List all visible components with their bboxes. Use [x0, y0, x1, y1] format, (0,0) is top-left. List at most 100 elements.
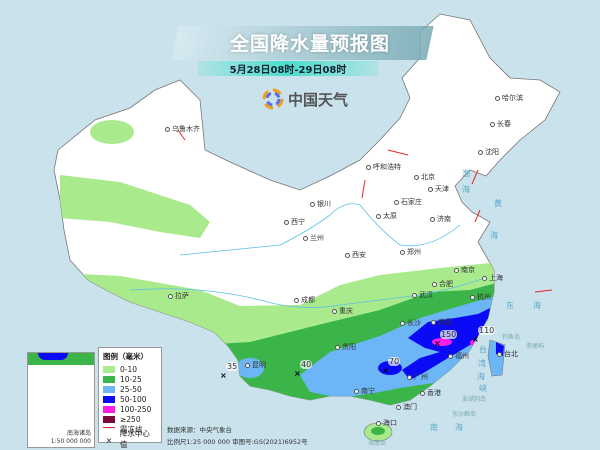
city-label: 哈尔滨 — [495, 93, 523, 103]
island-label: 澎湖列岛 — [462, 396, 487, 403]
rain-zone-0-10 — [60, 175, 210, 238]
logo-text: 中国天气 — [288, 90, 349, 109]
precip-center-marker-icon: × — [294, 369, 301, 378]
legend-label: 降水中心值 — [119, 429, 150, 449]
city-label: 西安 — [345, 250, 366, 260]
city-label: 天津 — [428, 184, 449, 194]
island-label: 钓鱼岛 — [502, 334, 521, 341]
city-label: 福州 — [448, 351, 469, 361]
rain-zone-100-250 — [432, 338, 452, 346]
sea-label: 海 — [533, 301, 541, 310]
south-china-sea-inset: 南海诸岛 1:50 000 000 — [27, 352, 95, 448]
city-label: 重庆 — [332, 306, 353, 316]
sea-label: 海 — [490, 231, 498, 240]
island-label: 海南岛 — [368, 440, 387, 447]
legend-label: 100-250 — [120, 404, 152, 414]
legend-label: 50-100 — [120, 394, 147, 404]
sea-label: 东 — [506, 301, 514, 310]
city-label: 银川 — [310, 199, 331, 209]
city-label: 拉萨 — [168, 291, 189, 301]
legend-label: 25-50 — [120, 384, 142, 394]
sea-label: 台 — [479, 345, 487, 354]
precip-center-marker-icon: × — [434, 339, 441, 348]
city-label: 贵阳 — [335, 342, 356, 352]
city-label: 香港 — [420, 388, 441, 398]
precip-center-value: 70 — [388, 357, 401, 366]
precip-center-value: 40 — [300, 360, 313, 369]
city-label: 台北 — [497, 349, 518, 359]
legend-item: 0-10 — [103, 364, 157, 374]
city-label: 南京 — [454, 265, 475, 275]
legend-item: 10-25 — [103, 374, 157, 384]
precip-center-value: 35 — [226, 362, 239, 371]
city-label: 兰州 — [303, 233, 324, 243]
logo-icon — [262, 88, 284, 110]
city-label: 北京 — [414, 172, 435, 182]
city-label: 太原 — [376, 211, 397, 221]
legend-swatch — [103, 385, 115, 393]
logo: 中国天气 — [262, 88, 348, 110]
island-label: 赤尾屿 — [526, 343, 545, 350]
inset-scale: 1:50 000 000 — [50, 438, 91, 445]
legend-label: 10-25 — [120, 374, 142, 384]
scale-review-number: 比例尺1:25 000 000 审图号:GS(2021)6952号 — [167, 438, 308, 446]
legend-swatch — [103, 405, 115, 413]
legend: 图例（毫米） 0-10 10-25 25-50 50-100 100-250 ≥250 霜… — [98, 347, 162, 449]
city-label: 呼和浩特 — [366, 162, 401, 172]
sea-label: 渤 — [462, 169, 470, 178]
island-label: 东沙群岛 — [452, 411, 477, 418]
city-label: 武汉 — [412, 290, 433, 300]
legend-swatch — [103, 415, 115, 423]
sea-label: 南 — [430, 423, 438, 432]
precip-center-value: 150 — [440, 330, 458, 339]
sea-label: 峡 — [479, 384, 487, 393]
city-label: 合肥 — [432, 279, 453, 289]
legend-swatch — [103, 365, 115, 373]
city-label: 石家庄 — [394, 197, 422, 207]
city-label: 济南 — [430, 214, 451, 224]
legend-item: 100-250 — [103, 404, 157, 414]
legend-item-center-value: × 降水中心值 — [103, 429, 157, 449]
city-label: 乌鲁木齐 — [165, 124, 200, 134]
city-label: 长沙 — [400, 318, 421, 328]
sea-label: 海 — [462, 185, 470, 194]
legend-label: ≥250 — [120, 414, 141, 424]
legend-item: ≥250 — [103, 414, 157, 424]
legend-title: 图例（毫米） — [103, 352, 148, 361]
sea-label: 黄 — [494, 199, 502, 208]
legend-item: 25-50 — [103, 384, 157, 394]
sea-label: 湾 — [478, 359, 486, 368]
forecast-period: 5月28日08时-29日08时 — [229, 65, 347, 76]
legend-label: 0-10 — [120, 364, 138, 374]
legend-swatch — [103, 375, 115, 383]
sea-label: 海 — [455, 423, 463, 432]
city-label: 上海 — [482, 273, 503, 283]
city-label: 广州 — [407, 372, 428, 382]
legend-item-frost-line: 霜冻线 — [103, 424, 157, 434]
data-source: 数据来源：中央气象台 — [167, 426, 232, 434]
city-label: 西宁 — [284, 217, 305, 227]
sea-label: 海 — [477, 372, 485, 381]
subtitle-banner — [198, 61, 378, 76]
inset-title: 南海诸岛 — [66, 430, 91, 437]
precip-center-value: 110 — [478, 326, 496, 335]
page-title: 全国降水量预报图 — [229, 33, 390, 55]
precip-center-marker-icon: × — [220, 371, 227, 380]
legend-item: 50-100 — [103, 394, 157, 404]
city-label: 沈阳 — [478, 147, 499, 157]
city-label: 长春 — [490, 119, 511, 129]
rain-zone-10-25 — [371, 427, 385, 435]
city-label: 南宁 — [354, 386, 375, 396]
city-label: 海口 — [376, 418, 397, 428]
rain-zone-0-10 — [90, 120, 134, 144]
city-label: 杭州 — [470, 292, 491, 302]
city-label: 昆明 — [245, 360, 266, 370]
legend-label: 霜冻线 — [120, 424, 143, 434]
city-label: 成都 — [294, 295, 315, 305]
precip-center-marker-icon: × — [382, 366, 389, 375]
city-label: 郑州 — [400, 247, 421, 257]
legend-swatch — [103, 395, 115, 403]
city-label: 南昌 — [431, 317, 452, 327]
precip-center-marker-icon: × — [472, 335, 479, 344]
city-label: 澳门 — [396, 402, 417, 412]
